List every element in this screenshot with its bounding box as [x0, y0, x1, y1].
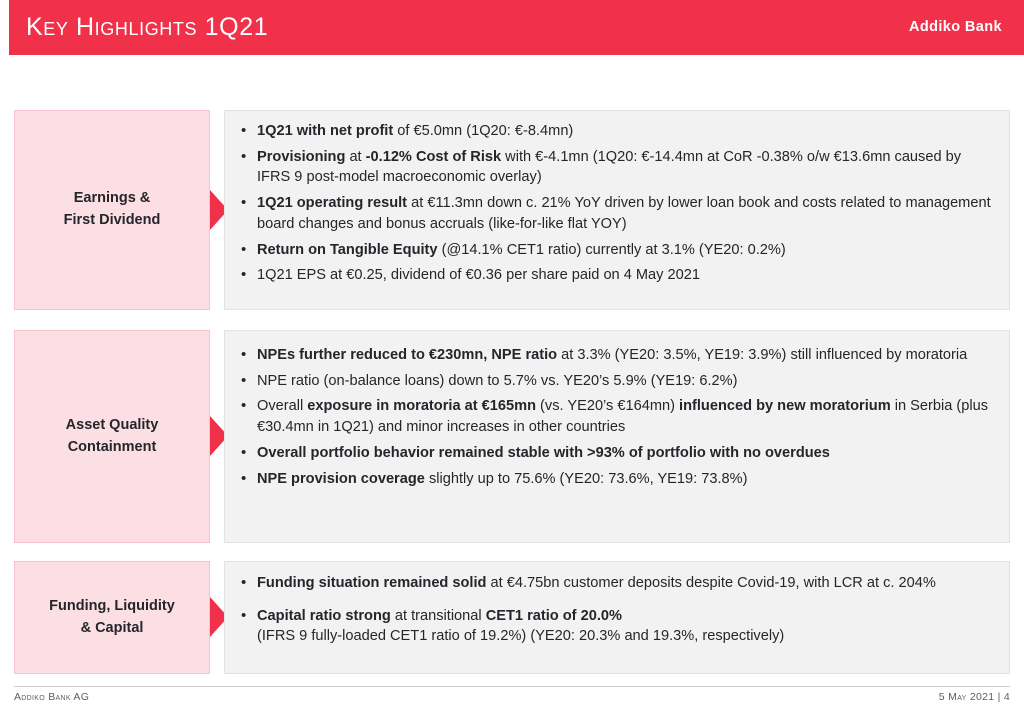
- row-content-earnings: 1Q21 with net profit of €5.0mn (1Q20: €-…: [224, 110, 1010, 310]
- row-label-earnings: Earnings & First Dividend: [14, 110, 210, 310]
- row-label-line2: & Capital: [80, 619, 144, 636]
- bullet-list-earnings: 1Q21 with net profit of €5.0mn (1Q20: €-…: [237, 120, 995, 286]
- bullet-list-asset-quality: NPEs further reduced to €230mn, NPE rati…: [237, 344, 995, 490]
- list-item: 1Q21 EPS at €0.25, dividend of €0.36 per…: [237, 264, 995, 286]
- list-item: Provisioning at -0.12% Cost of Risk with…: [237, 146, 995, 188]
- list-item: Return on Tangible Equity (@14.1% CET1 r…: [237, 239, 995, 261]
- list-item: NPE provision coverage slightly up to 75…: [237, 468, 995, 490]
- list-item: 1Q21 operating result at €11.3mn down c.…: [237, 192, 995, 234]
- row-arrow-icon: [210, 416, 228, 456]
- row-label-line1: Funding, Liquidity: [49, 597, 175, 614]
- highlight-row-earnings: Earnings & First Dividend 1Q21 with net …: [0, 110, 1024, 310]
- list-item: Capital ratio strong at transitional CET…: [237, 605, 995, 647]
- list-item: Funding situation remained solid at €4.7…: [237, 572, 995, 594]
- row-label-line1: Earnings &: [73, 190, 151, 207]
- footer-date-page: 5 May 2021 | 4: [938, 691, 1010, 703]
- row-content-asset-quality: NPEs further reduced to €230mn, NPE rati…: [224, 330, 1010, 543]
- row-arrow-icon: [210, 597, 228, 637]
- list-item: 1Q21 with net profit of €5.0mn (1Q20: €-…: [237, 120, 995, 142]
- row-arrow-icon: [210, 190, 228, 230]
- row-label-line2: First Dividend: [63, 212, 161, 228]
- header-accent-bar: [0, 0, 9, 55]
- row-label-funding: Funding, Liquidity & Capital: [14, 561, 210, 674]
- row-label-line2: Containment: [67, 438, 157, 455]
- list-item: NPE ratio (on-balance loans) down to 5.7…: [237, 370, 995, 392]
- list-item: NPEs further reduced to €230mn, NPE rati…: [237, 344, 995, 366]
- brand-logo: Addiko Bank: [908, 19, 1002, 35]
- row-content-funding: Funding situation remained solid at €4.7…: [224, 561, 1010, 674]
- slide-header: Key Highlights 1Q21 Addiko Bank: [0, 0, 1024, 55]
- highlight-row-funding: Funding, Liquidity & Capital Funding sit…: [0, 561, 1024, 674]
- list-item: Overall portfolio behavior remained stab…: [237, 442, 995, 464]
- list-item: Overall exposure in moratoria at €165mn …: [237, 395, 995, 437]
- row-label-line1: Asset Quality: [65, 416, 159, 433]
- row-label-asset-quality: Asset Quality Containment: [14, 330, 210, 543]
- bullet-list-funding: Funding situation remained solid at €4.7…: [237, 572, 995, 647]
- highlight-row-asset-quality: Asset Quality Containment NPEs further r…: [0, 330, 1024, 543]
- footer-company: Addiko Bank AG: [14, 691, 90, 703]
- footer-divider: [14, 686, 1010, 687]
- page-title: Key Highlights 1Q21: [26, 13, 269, 41]
